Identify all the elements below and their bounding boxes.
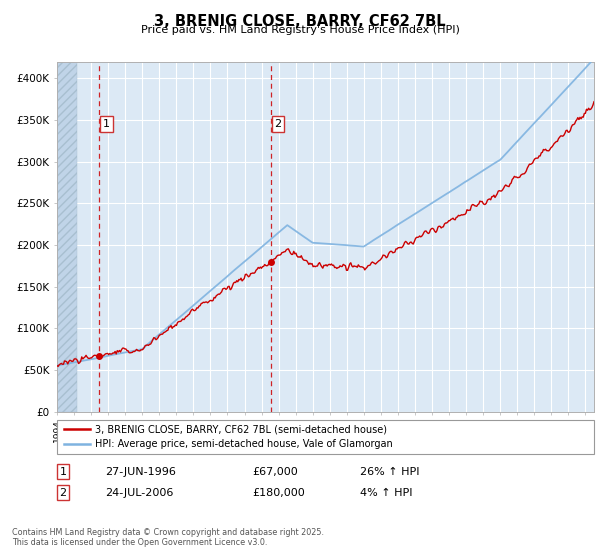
- Text: HPI: Average price, semi-detached house, Vale of Glamorgan: HPI: Average price, semi-detached house,…: [95, 439, 392, 449]
- Text: 24-JUL-2006: 24-JUL-2006: [105, 488, 173, 498]
- Text: 27-JUN-1996: 27-JUN-1996: [105, 466, 176, 477]
- Text: Price paid vs. HM Land Registry's House Price Index (HPI): Price paid vs. HM Land Registry's House …: [140, 25, 460, 35]
- Text: 2: 2: [275, 119, 281, 129]
- Text: Contains HM Land Registry data © Crown copyright and database right 2025.
This d: Contains HM Land Registry data © Crown c…: [12, 528, 324, 547]
- Text: 26% ↑ HPI: 26% ↑ HPI: [360, 466, 419, 477]
- Bar: [57, 62, 77, 412]
- Text: 1: 1: [103, 119, 110, 129]
- Text: 2: 2: [59, 488, 67, 498]
- Text: 4% ↑ HPI: 4% ↑ HPI: [360, 488, 413, 498]
- Text: 3, BRENIG CLOSE, BARRY, CF62 7BL (semi-detached house): 3, BRENIG CLOSE, BARRY, CF62 7BL (semi-d…: [95, 424, 387, 435]
- Text: £180,000: £180,000: [252, 488, 305, 498]
- Text: 3, BRENIG CLOSE, BARRY, CF62 7BL: 3, BRENIG CLOSE, BARRY, CF62 7BL: [154, 14, 446, 29]
- Text: 1: 1: [59, 466, 67, 477]
- Text: £67,000: £67,000: [252, 466, 298, 477]
